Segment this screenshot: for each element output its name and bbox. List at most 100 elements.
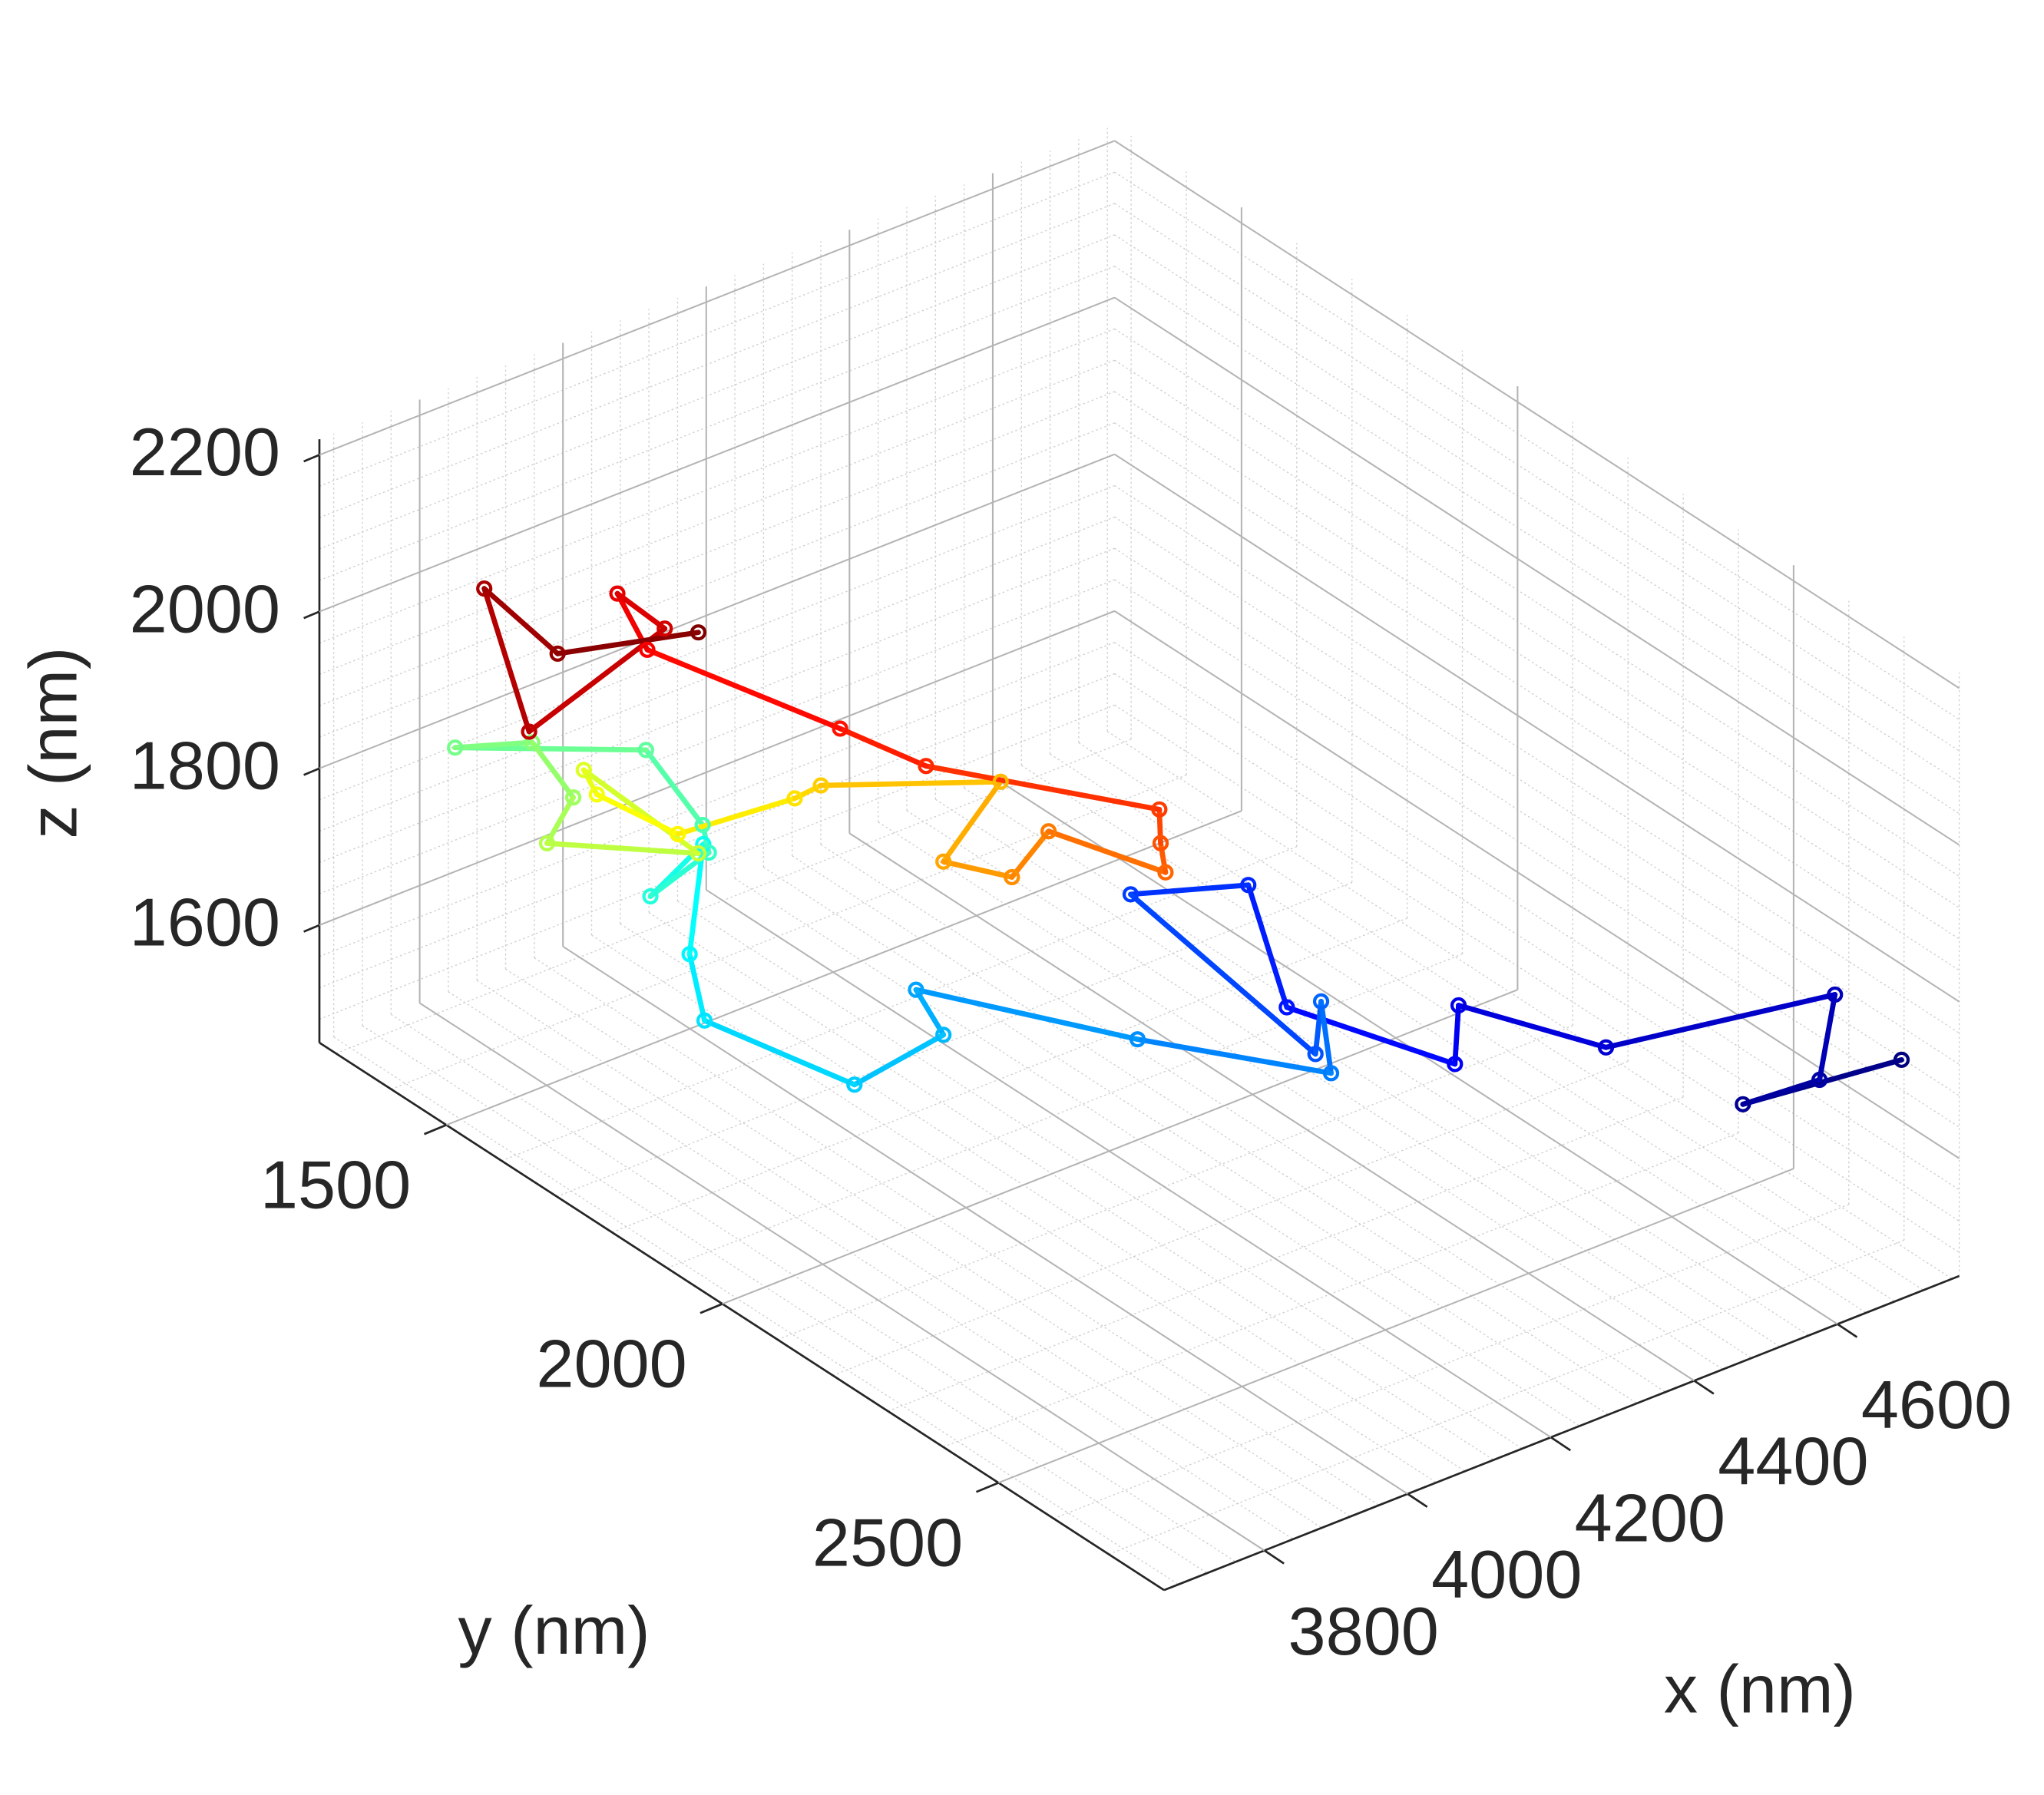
x-tick-label: 4600 [1861, 1367, 2012, 1443]
point-marker [1278, 999, 1295, 1016]
point-marker [935, 853, 952, 870]
trajectory-segment [1128, 891, 1318, 1057]
point-marker [1040, 823, 1057, 840]
trajectory-segment [614, 590, 668, 632]
x-axis-line [1163, 1274, 1960, 1592]
x-tick [1263, 1549, 1285, 1565]
minor-grid-line [319, 234, 1115, 550]
minor-grid-line [476, 980, 1322, 1529]
minor-grid-line [505, 968, 1351, 1517]
point-marker [549, 645, 566, 662]
point-marker [446, 739, 464, 756]
grid-line [848, 832, 1695, 1382]
minor-grid-line [1114, 422, 1960, 971]
minor-grid-line [390, 1013, 1236, 1562]
point-marker [1597, 1039, 1615, 1056]
point-marker [1151, 801, 1168, 818]
minor-grid-line [319, 328, 1115, 644]
minor-grid-line [888, 1096, 1684, 1412]
minor-grid-line [677, 901, 1523, 1450]
point-marker [1322, 1065, 1340, 1082]
minor-grid-line [319, 391, 1115, 706]
x-tick [1550, 1436, 1572, 1452]
point-marker [521, 723, 537, 740]
minor-grid-line [792, 855, 1638, 1404]
point-marker [1240, 877, 1257, 894]
point-marker [1893, 1051, 1910, 1069]
point-marker [1122, 886, 1139, 903]
minor-grid-line [943, 1132, 1739, 1448]
trajectory-segment [852, 1032, 947, 1088]
minor-grid-line [333, 1036, 1179, 1585]
x-axis-label: x (nm) [1664, 1651, 1856, 1727]
minor-grid-line [556, 881, 1352, 1198]
trajectory-segment [1135, 1036, 1334, 1076]
point-marker [1152, 835, 1169, 851]
minor-grid-line [1114, 579, 1960, 1128]
point-marker [832, 720, 848, 737]
minor-grid-line [1114, 642, 1960, 1191]
trajectory-segment [481, 586, 561, 656]
minor-grid-line [620, 923, 1466, 1472]
minor-grid-line [611, 917, 1407, 1233]
z-tick [303, 924, 320, 933]
trajectory-segment [837, 726, 929, 769]
grid-line [562, 945, 1408, 1495]
point-marker [690, 845, 707, 862]
point-marker [575, 762, 592, 778]
minor-grid-line [319, 673, 1115, 989]
y-tick [975, 1482, 999, 1493]
point-marker [538, 835, 556, 851]
trajectory-segment [643, 747, 706, 828]
y-tick [423, 1124, 447, 1136]
point-marker [1157, 864, 1174, 881]
trajectory-segment [1245, 882, 1290, 1010]
minor-grid-line [448, 991, 1294, 1540]
grid-line [1113, 610, 1960, 1159]
minor-grid-line [906, 810, 1752, 1359]
point-marker [609, 585, 626, 602]
trajectory-segment [544, 795, 576, 846]
trajectory-segment [1452, 1003, 1461, 1067]
minor-grid-line [820, 844, 1666, 1393]
trajectory-segment [544, 840, 701, 856]
minor-grid-line [319, 266, 1115, 581]
minor-grid-line [1114, 516, 1960, 1065]
minor-grid-line [534, 957, 1380, 1506]
point-marker [1447, 1056, 1464, 1073]
point-marker [935, 1026, 952, 1043]
y-tick-label: 2500 [812, 1505, 963, 1581]
point-marker [642, 888, 659, 905]
minor-grid-line [734, 878, 1580, 1426]
point-marker [694, 816, 711, 834]
x-tick-label: 4400 [1718, 1423, 1868, 1499]
minor-grid-line [501, 846, 1298, 1162]
trajectory-segment [594, 792, 681, 837]
point-marker [786, 790, 803, 807]
minor-grid-line [832, 1060, 1629, 1377]
z-tick-label: 1800 [130, 728, 280, 804]
minor-grid-line [1114, 359, 1960, 908]
grid-line [319, 140, 1115, 456]
minor-grid-line [1108, 1239, 1904, 1555]
minor-grid-line [1114, 328, 1960, 877]
x-tick-label: 3800 [1288, 1593, 1438, 1669]
trajectory-segment [644, 646, 843, 732]
grid-line [706, 889, 1552, 1438]
grid-line [1113, 453, 1960, 1003]
minor-grid-line [666, 953, 1463, 1269]
point-marker [681, 946, 698, 963]
z-tick-label: 2000 [130, 570, 280, 646]
point-marker [657, 620, 673, 637]
z-tick-label: 2200 [130, 414, 280, 490]
point-marker [700, 844, 717, 861]
trajectory-segment [941, 858, 1015, 880]
trajectory-segment [554, 630, 701, 656]
minor-grid-line [1106, 731, 1953, 1280]
y-tick-label: 1500 [260, 1146, 411, 1222]
x-tick [1693, 1380, 1715, 1395]
minor-grid-line [1050, 753, 1896, 1302]
minor-grid-line [878, 821, 1724, 1370]
point-marker [670, 825, 686, 843]
